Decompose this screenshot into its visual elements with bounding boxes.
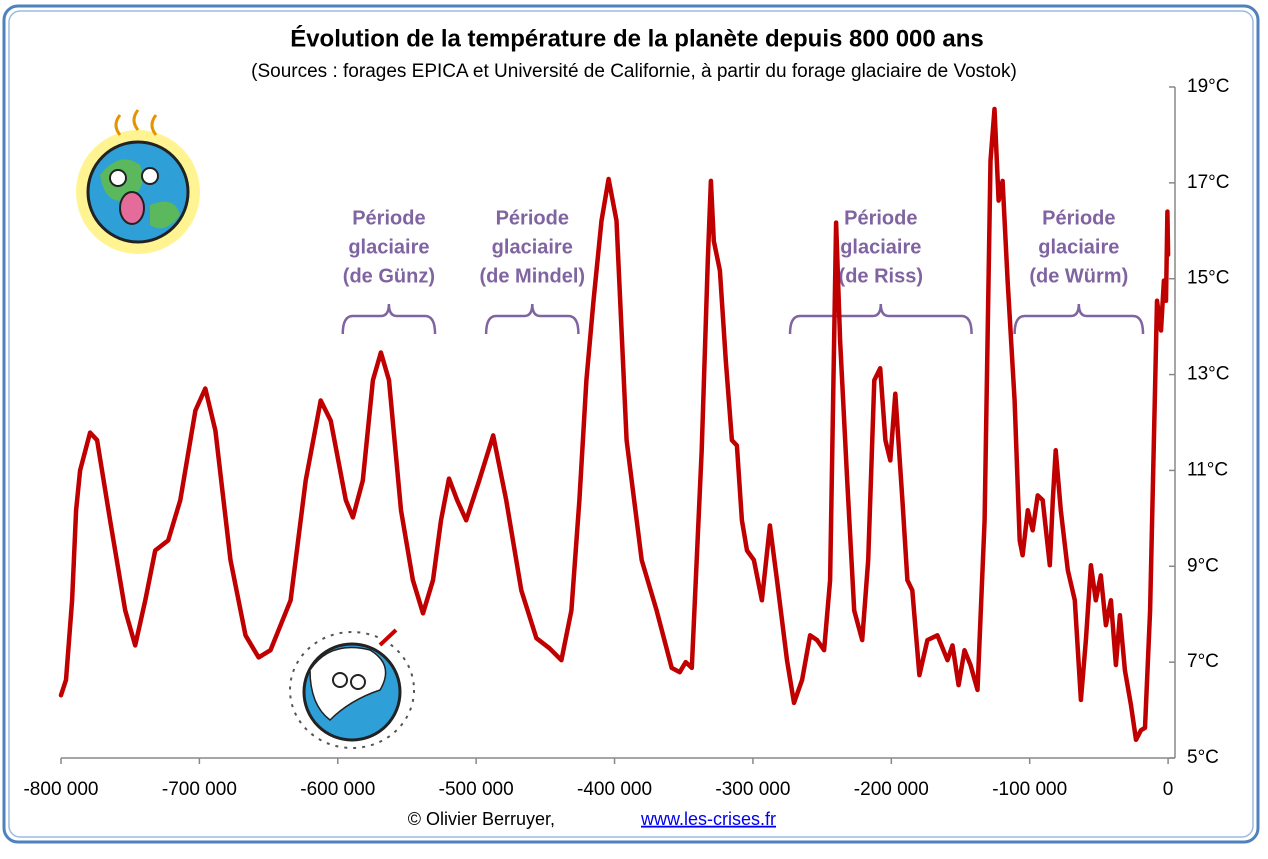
annotation-text: (de Würm) xyxy=(1029,265,1128,287)
annotation-text: glaciaire xyxy=(1038,236,1119,258)
annotation-bracket xyxy=(341,303,437,335)
cold-earth-icon xyxy=(289,628,415,749)
link[interactable]: www.les-crises.fr xyxy=(640,809,776,829)
annotation-text: (de Mindel) xyxy=(479,265,585,287)
y-tick-label: 11°C xyxy=(1187,459,1228,480)
hot-earth-icon xyxy=(76,109,200,254)
x-tick-label: -400 000 xyxy=(577,779,652,800)
annotation-text: Période xyxy=(1042,207,1115,229)
credit: © Olivier Berruyer, xyxy=(408,809,555,829)
chart-title: Évolution de la température de la planèt… xyxy=(290,24,984,52)
y-tick-label: 15°C xyxy=(1187,268,1229,289)
chart-subtitle: (Sources : forages EPICA et Université d… xyxy=(251,61,1017,82)
x-tick-label: -200 000 xyxy=(854,779,929,800)
temperature-line xyxy=(58,106,1171,743)
y-tick-label: 13°C xyxy=(1187,364,1229,385)
x-tick-label: -800 000 xyxy=(23,779,98,800)
annotation-text: Période xyxy=(352,207,425,229)
y-tick-label: 19°C xyxy=(1187,76,1229,97)
annotation-text: (de Riss) xyxy=(839,265,923,287)
annotation-bracket xyxy=(1013,303,1145,335)
y-tick-label: 7°C xyxy=(1187,651,1219,672)
annotation-text: (de Günz) xyxy=(343,265,435,287)
frame xyxy=(2,4,1260,844)
annotation-text: glaciaire xyxy=(840,236,921,258)
x-tick-label: -300 000 xyxy=(715,779,790,800)
annotation-bracket xyxy=(788,303,973,335)
annotation-text: glaciaire xyxy=(348,236,429,258)
annotation-text: Période xyxy=(844,207,917,229)
frame-inner xyxy=(8,10,1254,838)
annotation-text: Période xyxy=(496,207,569,229)
x-tick-label: -700 000 xyxy=(162,779,237,800)
x-tick-label: -100 000 xyxy=(992,779,1067,800)
y-tick-label: 17°C xyxy=(1187,172,1229,193)
x-tick-label: -500 000 xyxy=(439,779,514,800)
annotation-text: glaciaire xyxy=(492,236,573,258)
annotation-bracket xyxy=(484,303,580,335)
x-tick-label: 0 xyxy=(1163,779,1174,800)
y-tick-label: 5°C xyxy=(1187,747,1219,768)
y-tick-label: 9°C xyxy=(1187,555,1219,576)
x-tick-label: -600 000 xyxy=(300,779,375,800)
